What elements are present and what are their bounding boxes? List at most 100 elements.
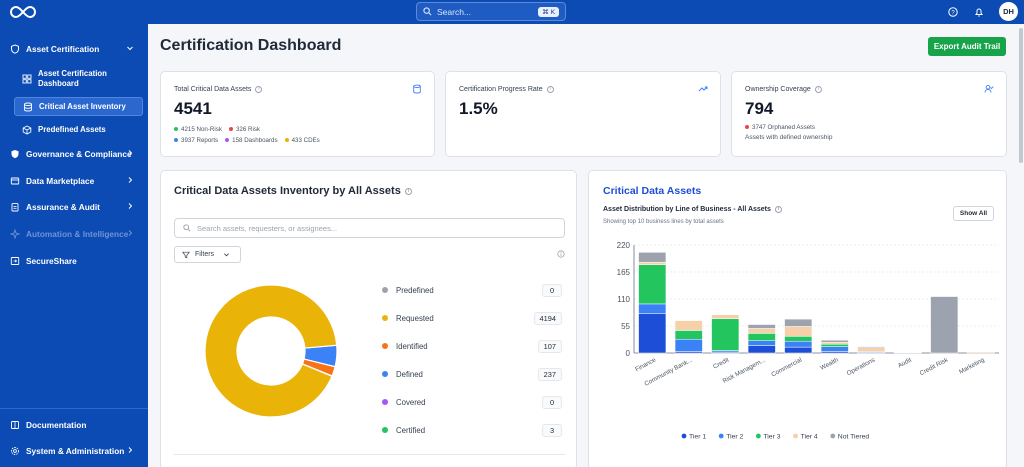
bar-segment[interactable] <box>638 303 667 314</box>
sidebar-item-data-marketplace[interactable]: Data Marketplace <box>0 171 148 191</box>
trending-up-icon <box>698 86 708 92</box>
bar-segment[interactable] <box>638 264 667 305</box>
x-tick-label: Audit <box>897 356 913 369</box>
filter-icon <box>182 251 190 258</box>
donut-slice-requested[interactable] <box>204 284 338 418</box>
sidebar: Asset Certification Asset Certification … <box>0 24 148 467</box>
bar-segment[interactable] <box>784 318 813 327</box>
bar-segment[interactable] <box>638 252 667 263</box>
sidebar-item-asset-certification[interactable]: Asset Certification <box>0 39 148 59</box>
legend-item-defined[interactable]: Defined 237 <box>382 367 562 381</box>
user-avatar[interactable]: DH <box>999 2 1018 21</box>
sidebar-subitem-predefined-assets[interactable]: Predefined Assets <box>14 120 143 139</box>
sidebar-item-label: Data Marketplace <box>26 176 95 186</box>
bar-segment[interactable] <box>638 313 667 354</box>
legend-item-certified[interactable]: Certified 3 <box>382 423 562 437</box>
inventory-card: Critical Data Assets Inventory by All As… <box>160 170 577 467</box>
user-check-icon <box>984 84 994 93</box>
bar-segment[interactable] <box>711 314 740 319</box>
sidebar-item-documentation[interactable]: Documentation <box>0 415 148 435</box>
legend-label[interactable]: Tier 2 <box>726 434 743 441</box>
bar-segment[interactable] <box>711 318 740 351</box>
legend-text: 433 CDEs <box>291 137 320 144</box>
bar-segment[interactable] <box>747 345 776 354</box>
y-tick-label: 110 <box>617 295 630 304</box>
legend-dot <box>745 125 749 130</box>
bar-segment[interactable] <box>784 326 813 337</box>
bar-segment[interactable] <box>638 261 667 265</box>
sidebar-item-secureshare[interactable]: SecureShare <box>0 251 148 271</box>
legend-item-identified[interactable]: Identified 107 <box>382 339 562 353</box>
sidebar-subitem-label: Critical Asset Inventory <box>39 102 126 111</box>
bell-icon[interactable] <box>973 6 985 18</box>
clipboard-icon <box>10 202 20 212</box>
stat-legend-types: 3937 Reports 158 Dashboards 433 CDEs <box>174 137 320 144</box>
legend-label[interactable]: Tier 4 <box>801 434 818 441</box>
bar-segment[interactable] <box>857 346 886 348</box>
bar-segment[interactable] <box>747 324 776 329</box>
bar-segment[interactable] <box>820 346 849 352</box>
legend-dot <box>756 433 761 439</box>
sidebar-item-label: Asset Certification <box>26 44 100 54</box>
bar-segment[interactable] <box>747 340 776 346</box>
legend-item-predefined[interactable]: Predefined 0 <box>382 283 562 297</box>
bar-segment[interactable] <box>784 340 813 348</box>
export-audit-trail-button[interactable]: Export Audit Trail <box>928 37 1006 56</box>
y-tick-label: 0 <box>626 349 631 358</box>
legend-count: 0 <box>542 283 562 297</box>
bar-segment[interactable] <box>820 341 849 345</box>
bar-segment[interactable] <box>674 320 703 331</box>
help-icon[interactable]: ? <box>947 6 959 18</box>
sidebar-item-label: System & Administration <box>26 446 125 456</box>
sidebar-subitem-asset-certification-dashboard[interactable]: Asset Certification Dashboard <box>14 68 143 90</box>
info-icon[interactable]: i <box>546 86 554 93</box>
bar-segment[interactable] <box>784 336 813 342</box>
global-search-input[interactable]: Search... ⌘ K <box>416 2 566 21</box>
sidebar-item-system-administration[interactable]: System & Administration <box>0 441 148 461</box>
sparkle-icon <box>10 229 20 239</box>
sidebar-subitem-critical-asset-inventory[interactable]: Critical Asset Inventory <box>14 97 143 116</box>
bar-segment[interactable] <box>784 346 813 354</box>
bar-segment[interactable] <box>930 296 959 354</box>
bar-segment[interactable] <box>674 339 703 352</box>
cda-subtitle-secondary: Showing top 10 business lines by total a… <box>603 219 724 225</box>
legend-item-requested[interactable]: Requested 4194 <box>382 311 562 325</box>
x-tick-label: Marketing <box>958 356 986 375</box>
bar-segment[interactable] <box>966 351 995 354</box>
filters-dropdown[interactable]: Filters <box>174 246 241 263</box>
bar-segment[interactable] <box>857 347 886 352</box>
inventory-search-input[interactable]: Search assets, requesters, or assignees.… <box>174 218 565 238</box>
scrollbar[interactable] <box>1019 28 1023 163</box>
legend-label[interactable]: Tier 3 <box>763 434 780 441</box>
legend-item-covered[interactable]: Covered 0 <box>382 395 562 409</box>
inventory-title: Critical Data Assets Inventory by All As… <box>174 185 412 197</box>
stat-value: 4541 <box>174 99 212 118</box>
info-icon[interactable]: i <box>774 206 782 213</box>
bar-segment[interactable] <box>747 333 776 341</box>
info-icon[interactable] <box>557 250 565 258</box>
sidebar-item-assurance-audit[interactable]: Assurance & Audit <box>0 197 148 217</box>
legend-dot <box>382 427 388 433</box>
legend-text: 326 Risk <box>235 126 261 133</box>
show-all-button[interactable]: Show All <box>953 206 994 221</box>
sidebar-item-governance[interactable]: Governance & Compliance <box>0 144 148 164</box>
stat-legend-orphaned: 3747 Orphaned Assets <box>745 124 815 131</box>
stat-note: Assets with defined ownership <box>745 134 833 141</box>
legend-dot <box>382 315 388 321</box>
info-icon[interactable]: i <box>255 86 263 93</box>
bar-segment[interactable] <box>820 339 849 343</box>
info-icon[interactable]: i <box>404 187 412 195</box>
bar-segment[interactable] <box>674 330 703 340</box>
legend-dot <box>174 138 178 143</box>
legend-dot <box>793 433 798 439</box>
legend-label[interactable]: Tier 1 <box>689 434 706 441</box>
logo-icon[interactable] <box>8 4 38 20</box>
legend-label: Certified <box>396 425 426 435</box>
legend-label[interactable]: Not Tiered <box>838 434 870 441</box>
x-tick-label: Commercial <box>770 357 803 379</box>
bar-segment[interactable] <box>820 343 849 347</box>
bar-segment[interactable] <box>747 328 776 334</box>
info-icon[interactable]: i <box>814 86 822 93</box>
stat-label: Certification Progress Rate i <box>459 86 554 93</box>
y-tick-label: 220 <box>617 241 631 250</box>
